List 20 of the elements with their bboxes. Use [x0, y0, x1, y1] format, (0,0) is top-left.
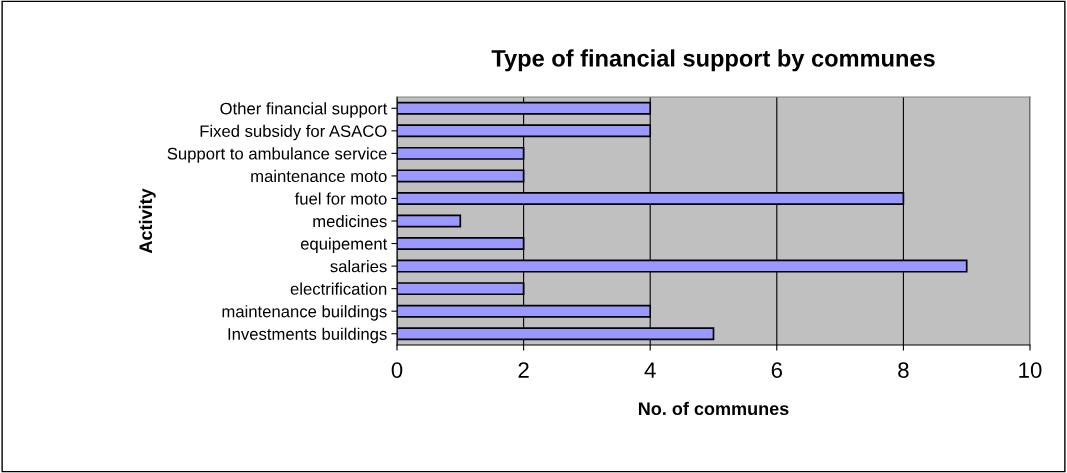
x-tick-label: 4 [644, 362, 656, 378]
y-axis-title: Activity [138, 188, 156, 254]
y-tick-label: medicines [313, 214, 387, 228]
y-tick-label: maintenance moto [251, 169, 387, 183]
y-tick-label: fuel for moto [294, 192, 387, 205]
y-tick-label: salaries [330, 260, 387, 273]
y-tick-label: Support to ambulance service [167, 147, 387, 163]
x-tick-label: 8 [898, 362, 909, 378]
chart-title: Type of financial support by communes [491, 49, 935, 72]
y-tick-label: electrification [290, 282, 387, 295]
y-tick-label: Fixed subsidy for ASACO [200, 124, 387, 141]
x-tick-label: 6 [771, 362, 782, 378]
x-tick-label: 0 [391, 362, 403, 378]
y-tick-label: maintenance buildings [222, 305, 387, 321]
y-tick-label: equipement [300, 237, 388, 254]
y-tick-label: Other financial support [220, 102, 388, 118]
x-tick-label: 10 [1019, 362, 1042, 378]
x-tick-label: 2 [518, 362, 529, 378]
x-axis-title: No. of communes [638, 401, 789, 416]
y-tick-label: Investments buildings [228, 327, 387, 344]
